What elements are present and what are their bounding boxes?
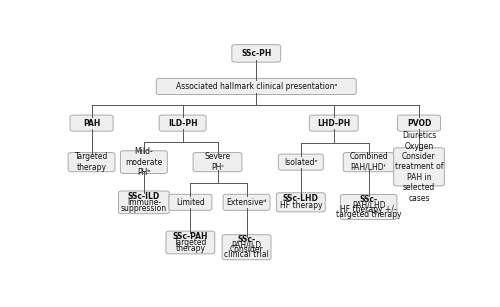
Text: ILD-PH: ILD-PH [168, 119, 198, 128]
FancyBboxPatch shape [156, 79, 356, 95]
FancyBboxPatch shape [310, 115, 358, 131]
Text: SSc-LHD: SSc-LHD [283, 194, 319, 204]
Text: Immune-: Immune- [127, 198, 161, 207]
Text: therapy: therapy [176, 244, 206, 253]
FancyBboxPatch shape [398, 115, 440, 131]
FancyBboxPatch shape [340, 195, 397, 220]
FancyBboxPatch shape [169, 194, 212, 210]
Text: PAH/ILD: PAH/ILD [232, 240, 262, 249]
Text: Extensiveᵈ: Extensiveᵈ [226, 198, 267, 207]
FancyBboxPatch shape [68, 153, 115, 172]
Text: Mild-
moderate
PHᵇ: Mild- moderate PHᵇ [125, 147, 162, 177]
Text: targeted therapy: targeted therapy [336, 210, 402, 219]
FancyBboxPatch shape [118, 191, 170, 214]
FancyBboxPatch shape [343, 153, 394, 172]
FancyBboxPatch shape [278, 154, 324, 170]
FancyBboxPatch shape [159, 115, 206, 131]
Text: SSc-: SSc- [238, 235, 256, 244]
Text: Severe
PHᶜ: Severe PHᶜ [204, 153, 231, 172]
Text: Consider: Consider [230, 245, 264, 254]
FancyBboxPatch shape [166, 231, 215, 254]
Text: Diuretics
Oxygen
Consider
treatment of
PAH in
selected
cases: Diuretics Oxygen Consider treatment of P… [395, 131, 444, 203]
Text: PVOD: PVOD [407, 119, 431, 128]
Text: SSc-PAH: SSc-PAH [172, 232, 208, 241]
Text: SSc-ILD: SSc-ILD [128, 192, 160, 201]
FancyBboxPatch shape [120, 151, 168, 173]
Text: PAH: PAH [83, 119, 100, 128]
FancyBboxPatch shape [394, 148, 444, 186]
Text: Targeted: Targeted [174, 238, 207, 247]
Text: PAH/LHD: PAH/LHD [352, 200, 386, 209]
FancyBboxPatch shape [70, 115, 113, 131]
Text: LHD-PH: LHD-PH [317, 119, 350, 128]
Text: clinical trial: clinical trial [224, 250, 269, 259]
Text: suppression: suppression [121, 204, 167, 212]
FancyBboxPatch shape [276, 193, 325, 212]
Text: HF therapy: HF therapy [280, 201, 322, 210]
Text: SSc-: SSc- [360, 195, 378, 204]
Text: Targeted
therapy: Targeted therapy [75, 153, 108, 172]
Text: Combined
PAH/LHDᶠ: Combined PAH/LHDᶠ [349, 153, 388, 172]
Text: Limited: Limited [176, 198, 205, 207]
FancyBboxPatch shape [222, 235, 271, 260]
FancyBboxPatch shape [232, 45, 280, 62]
Text: SSc-PH: SSc-PH [241, 49, 272, 58]
Text: Isolatedᵉ: Isolatedᵉ [284, 157, 318, 167]
FancyBboxPatch shape [193, 153, 242, 172]
FancyBboxPatch shape [223, 194, 270, 210]
Text: Associated hallmark clinical presentationᵃ: Associated hallmark clinical presentatio… [176, 82, 337, 91]
Text: HF therapy +/-: HF therapy +/- [340, 205, 397, 214]
